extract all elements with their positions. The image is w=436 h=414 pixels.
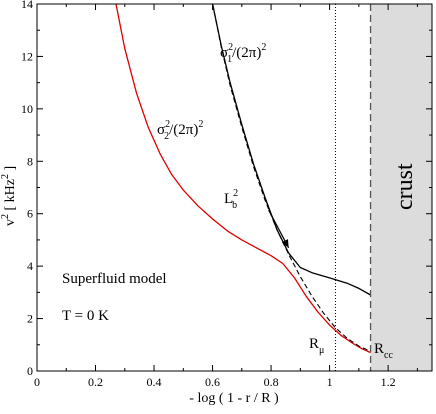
series-line-3 [212,3,371,352]
lb-arrowhead [281,239,289,248]
y-axis-label: v2 [ kHz2 ] [0,166,18,226]
x-tick-label: 0.4 [147,375,162,389]
x-tick-label: 1 [327,375,333,389]
x-tick-label: 1.2 [381,375,396,389]
y-tick-label: 12 [21,49,33,63]
y-tick-label: 2 [27,312,33,326]
x-tick-label: 0.6 [205,375,220,389]
y-tick-label: 4 [27,259,33,273]
x-tick-label: 0.2 [88,375,103,389]
lb-label: L2 b [224,188,238,211]
crust-region [370,4,432,371]
x-tick-label: 0.8 [264,375,279,389]
series-line-1 [211,3,371,296]
crust-label: crust [392,163,418,210]
ticks: 0 0.2 0.4 0.6 0.8 1 1.2 0 2 4 6 8 10 12 14 [21,0,432,389]
y-tick-label: 10 [21,102,33,116]
superfluid-label: Superfluid model [62,271,167,287]
r-mu-label: Rμ [309,336,324,356]
plot-frame [36,3,433,372]
temperature-label: T = 0 K [62,308,109,324]
y-tick-label: 14 [21,0,33,11]
series [115,3,371,354]
sigma1-label: σ2 1/(2π)2 [220,42,266,65]
y-tick-label: 8 [27,154,33,168]
r-cc-label: Rcc [374,341,393,361]
x-axis-label: - log ( 1 - r / R ) [189,391,279,406]
y-tick-label: 6 [27,207,33,221]
sigma2-label: σ2 2/(2π)2 [157,119,203,142]
x-tick-label: 0 [34,375,40,389]
y-tick-label: 0 [27,364,33,378]
series-line-2 [115,3,371,354]
